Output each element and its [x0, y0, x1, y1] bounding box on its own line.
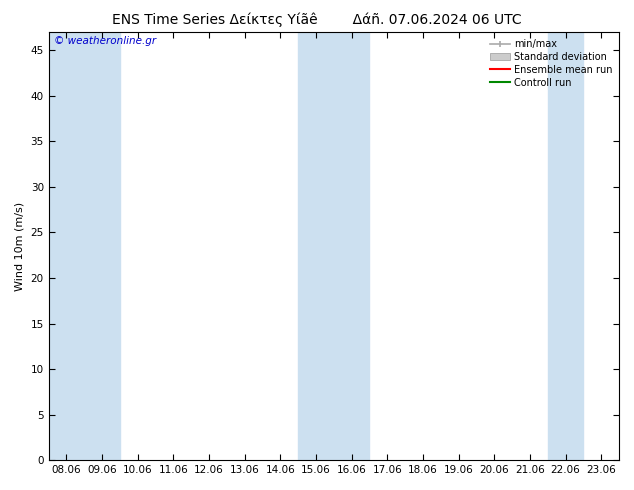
Legend: min/max, Standard deviation, Ensemble mean run, Controll run: min/max, Standard deviation, Ensemble me… [488, 37, 614, 90]
Y-axis label: Wind 10m (m/s): Wind 10m (m/s) [15, 201, 25, 291]
Text: © weatheronline.gr: © weatheronline.gr [55, 36, 157, 47]
Bar [548, 32, 583, 460]
Bar [298, 32, 370, 460]
Bar [49, 32, 120, 460]
Text: ENS Time Series Δείκτες Υίãê        Δάñ. 07.06.2024 06 UTC: ENS Time Series Δείκτες Υίãê Δάñ. 07.06.… [112, 12, 522, 27]
